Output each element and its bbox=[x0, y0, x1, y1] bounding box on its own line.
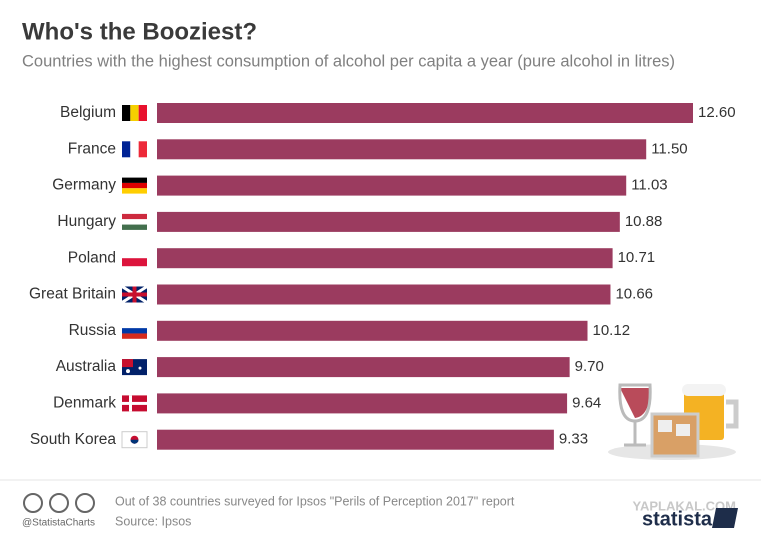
y-tick-label: Great Britain bbox=[29, 286, 116, 303]
chart-subtitle: Countries with the highest consumption o… bbox=[22, 52, 675, 70]
flag-part bbox=[122, 188, 147, 194]
flag-part bbox=[122, 177, 147, 183]
flag-part bbox=[130, 141, 139, 158]
flag-part bbox=[130, 105, 139, 121]
drinks-illustration bbox=[608, 383, 739, 460]
flag bbox=[122, 141, 147, 158]
value-label: 9.33 bbox=[559, 431, 588, 448]
flag bbox=[122, 359, 147, 376]
flag-part bbox=[138, 141, 147, 158]
value-label: 10.66 bbox=[615, 285, 653, 302]
flag-part bbox=[122, 333, 147, 339]
flag bbox=[122, 213, 147, 230]
value-label: 10.88 bbox=[625, 213, 663, 230]
flag-part bbox=[122, 322, 147, 329]
flag-part bbox=[122, 224, 147, 230]
y-tick-label: Australia bbox=[56, 358, 117, 375]
handle: @StatistaCharts bbox=[22, 518, 95, 529]
bar bbox=[157, 357, 570, 378]
bar bbox=[157, 248, 613, 269]
y-tick-label: Hungary bbox=[57, 213, 116, 230]
flag-part bbox=[122, 213, 147, 220]
value-label: 10.12 bbox=[593, 322, 631, 339]
value-label: 11.50 bbox=[651, 140, 687, 157]
flag-part bbox=[130, 439, 139, 444]
flag bbox=[122, 177, 147, 194]
y-tick-label: France bbox=[68, 140, 116, 157]
flag bbox=[122, 250, 147, 267]
flag-part bbox=[122, 359, 133, 368]
y-tick-label: Poland bbox=[68, 249, 116, 266]
bar bbox=[157, 393, 568, 414]
bar bbox=[157, 320, 588, 341]
bar bbox=[157, 211, 620, 232]
bar bbox=[157, 175, 627, 196]
flag-part bbox=[132, 286, 137, 303]
flag-part bbox=[122, 182, 147, 189]
chart-title: Who's the Booziest? bbox=[22, 18, 257, 45]
value-label: 9.64 bbox=[572, 394, 601, 411]
license-icons bbox=[23, 493, 95, 513]
watermark: YAPLAKAL.COM bbox=[632, 498, 736, 513]
flag-part bbox=[121, 431, 148, 449]
flag-part bbox=[126, 369, 130, 374]
flag bbox=[122, 395, 147, 412]
bar bbox=[157, 103, 693, 123]
footer-source: Source: Ipsos bbox=[115, 514, 191, 528]
flag bbox=[122, 105, 147, 121]
footer-note: Out of 38 countries surveyed for Ipsos "… bbox=[115, 494, 515, 508]
value-label: 11.03 bbox=[631, 177, 667, 194]
y-tick-label: South Korea bbox=[30, 431, 117, 448]
flag-part bbox=[138, 366, 142, 370]
bar bbox=[157, 429, 554, 450]
value-label: 9.70 bbox=[575, 358, 604, 375]
bar bbox=[157, 139, 647, 160]
y-tick-label: Russia bbox=[69, 322, 117, 339]
flag-part bbox=[122, 250, 147, 259]
flag-part bbox=[122, 328, 147, 334]
y-tick-label: Denmark bbox=[53, 394, 116, 411]
flag-part bbox=[122, 401, 147, 405]
flag-part bbox=[138, 105, 147, 121]
y-tick-label: Germany bbox=[52, 177, 116, 194]
flag-part bbox=[122, 219, 147, 225]
brand-mark bbox=[712, 508, 738, 528]
value-label: 12.60 bbox=[698, 104, 736, 121]
flag-part bbox=[122, 141, 131, 158]
flag-part bbox=[122, 105, 131, 121]
flag bbox=[122, 322, 147, 339]
flag-part bbox=[122, 258, 147, 267]
flag bbox=[121, 285, 148, 304]
value-label: 10.71 bbox=[618, 249, 656, 266]
flag bbox=[121, 431, 148, 449]
bar bbox=[157, 284, 611, 305]
brand-logo: statista bbox=[642, 508, 713, 530]
y-tick-label: Belgium bbox=[60, 104, 116, 121]
